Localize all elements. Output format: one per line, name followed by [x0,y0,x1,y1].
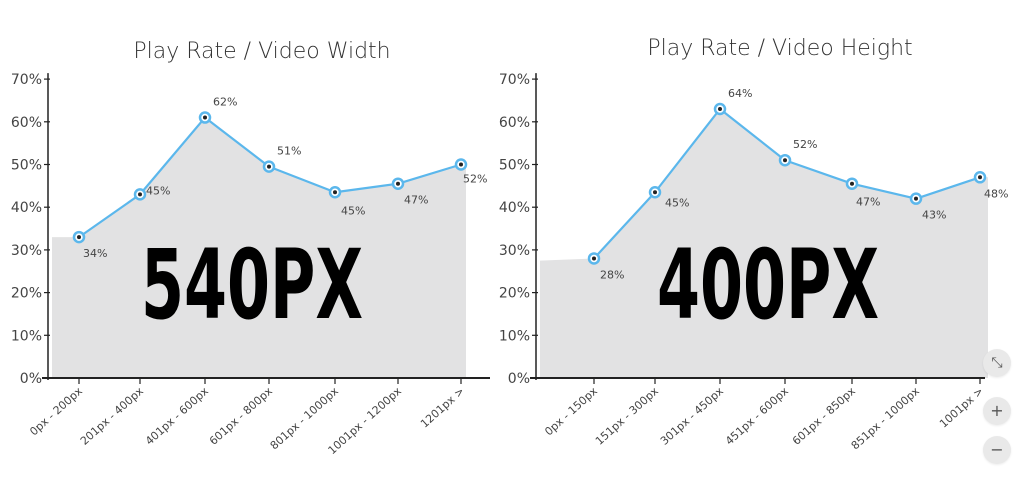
y-tick-label: 0% [20,371,42,387]
data-point-center [914,196,918,201]
y-tick-label: 70% [499,72,530,88]
chart-video-height: Play Rate / Video Height 0% 10% 20% 30% 40% 50… [499,36,1009,452]
data-label: 28% [600,268,624,281]
x-tick-label: 201px - 400px [78,384,146,447]
chart-title: Play Rate / Video Width [133,39,390,64]
x-tick-label: 451px - 600px [723,384,791,447]
x-tick-label: 851px - 1000px [849,384,923,452]
data-label: 45% [665,196,689,209]
overlay-text: 540PX [141,229,363,341]
y-tick-label: 60% [11,115,42,131]
data-label: 48% [984,187,1008,200]
y-tick-label: 50% [499,158,530,174]
data-point-center [138,192,142,197]
overlay-text: 400PX [657,229,879,341]
x-tick-label: 601px - 850px [790,384,858,447]
y-tick-label: 50% [11,158,42,174]
data-label: 47% [856,196,880,209]
data-point-center [459,162,463,167]
data-point-center [396,181,400,186]
chart-title: Play Rate / Video Height [647,36,912,61]
data-label: 62% [213,96,237,109]
data-point-center [203,115,207,120]
x-tick-label: 0px - 200px [27,384,85,438]
y-tick-label: 10% [11,328,42,344]
data-label: 45% [341,204,365,217]
data-point-center [850,181,854,186]
data-point-center [77,235,81,240]
y-tick-label: 60% [499,115,530,131]
y-tick-label: 10% [499,328,530,344]
area-fill [52,117,466,378]
data-label: 51% [277,145,301,158]
y-tick-label: 30% [499,243,530,259]
y-tick-label: 20% [499,286,530,302]
y-tick-label: 30% [11,243,42,259]
zoom-in-button[interactable]: + [983,397,1011,425]
data-point-center [267,164,271,169]
x-tick-label: 1201px > [418,385,467,431]
x-tick-label: 0px - 150px [542,384,600,438]
y-tick-label: 20% [11,286,42,302]
area-fill [540,108,988,379]
chart-video-width: Play Rate / Video Width 0% 10% 20% 30% 40% 50%… [11,39,490,457]
data-label: 52% [463,173,487,186]
data-point-center [592,256,596,261]
y-tick-label: 70% [11,72,42,88]
data-label: 45% [146,184,170,197]
fit-view-button[interactable]: ⤡ [983,349,1011,377]
data-point-center [653,190,657,195]
x-tick-label: 301px - 450px [658,384,726,447]
y-tick-label: 0% [508,371,530,387]
data-label: 52% [793,138,817,151]
data-point-center [783,158,787,163]
data-point-center [978,175,982,180]
x-tick-label: 601px - 800px [207,384,275,447]
y-tick-label: 40% [11,200,42,216]
data-label: 34% [83,247,107,260]
data-label: 47% [404,194,428,207]
zoom-out-button[interactable]: − [983,436,1011,464]
data-label: 43% [922,209,946,222]
data-point-center [718,106,722,111]
y-tick-label: 40% [499,200,530,216]
data-label: 64% [728,87,752,100]
x-tick-label: 151px - 300px [593,384,661,447]
data-point-center [333,190,337,195]
x-tick-label: 401px - 600px [143,384,211,447]
x-tick-label: 1001px > [937,385,986,431]
